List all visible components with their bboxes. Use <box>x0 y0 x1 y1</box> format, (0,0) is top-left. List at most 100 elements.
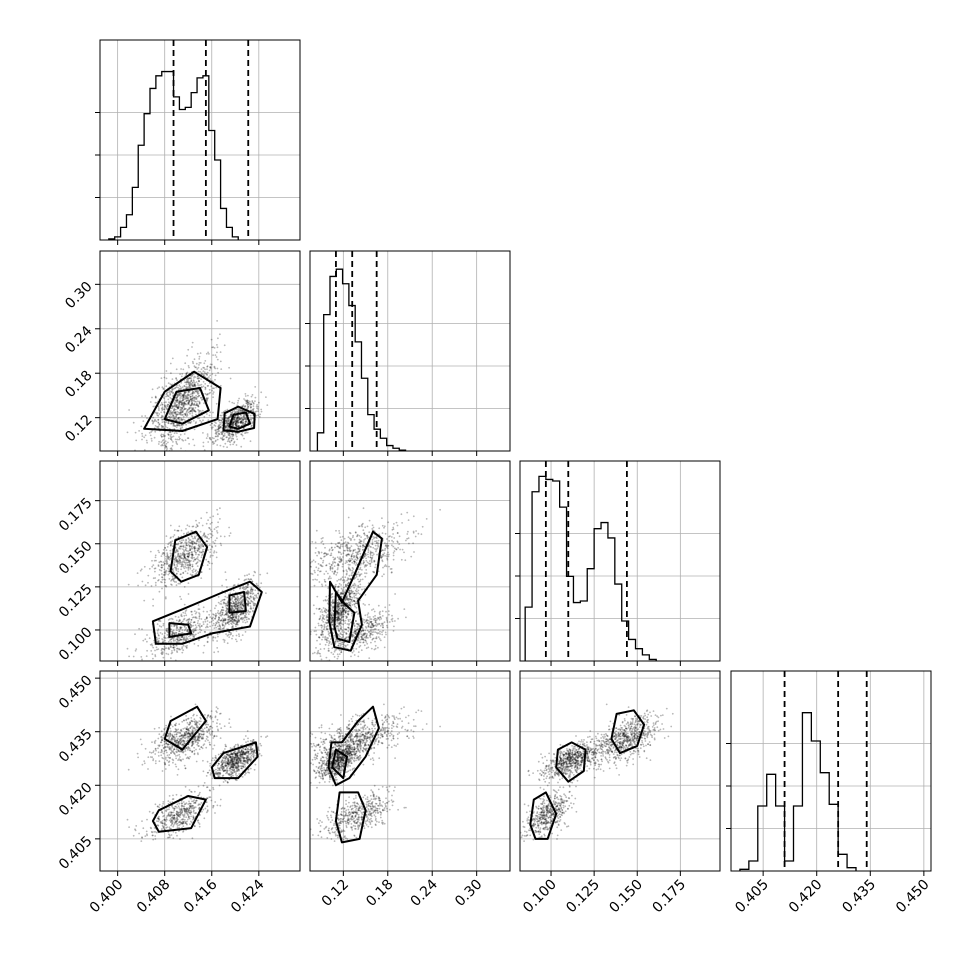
scatter-point <box>187 401 190 404</box>
scatter-point <box>196 524 199 527</box>
scatter-point <box>349 559 352 562</box>
scatter-point <box>190 618 193 621</box>
scatter-point <box>349 601 352 603</box>
scatter-point <box>193 629 195 632</box>
scatter-point <box>195 362 198 365</box>
scatter-point <box>216 431 219 433</box>
scatter-point <box>221 627 224 630</box>
scatter-point <box>169 646 172 648</box>
scatter-point <box>154 584 157 587</box>
scatter-point <box>161 651 163 653</box>
scatter-point <box>220 610 222 613</box>
scatter-point <box>189 560 191 563</box>
scatter-point <box>216 346 219 349</box>
scatter-point <box>193 403 196 406</box>
scatter-point <box>246 586 249 588</box>
scatter-point <box>185 399 188 402</box>
scatter-point <box>232 421 235 424</box>
scatter-point <box>195 398 197 401</box>
scatter-point <box>238 633 240 636</box>
scatter-point <box>295 583 297 585</box>
scatter-point <box>160 444 163 447</box>
scatter-point <box>179 408 182 411</box>
scatter-point <box>176 550 179 553</box>
scatter-point <box>347 597 350 600</box>
scatter-point <box>187 556 190 559</box>
scatter-point <box>334 561 337 564</box>
scatter-point <box>338 617 340 619</box>
scatter-point <box>235 603 237 606</box>
scatter-point <box>243 579 246 582</box>
scatter-point <box>425 518 428 520</box>
scatter-point <box>197 632 200 634</box>
scatter-point <box>162 648 165 651</box>
scatter-point <box>247 405 250 408</box>
scatter-point <box>224 618 227 621</box>
scatter-point <box>178 648 181 651</box>
scatter-point <box>250 403 253 406</box>
scatter-point <box>349 602 352 605</box>
scatter-point <box>358 538 361 541</box>
scatter-point <box>212 515 215 518</box>
scatter-point <box>389 568 392 570</box>
scatter-point <box>233 618 236 621</box>
scatter-point <box>190 402 193 405</box>
scatter-point <box>201 409 204 412</box>
scatter-point <box>392 552 395 554</box>
scatter-point <box>169 415 171 418</box>
scatter-point <box>166 391 169 393</box>
scatter-point <box>344 583 347 586</box>
scatter-point <box>210 426 213 429</box>
scatter-point <box>195 569 197 572</box>
scatter-point <box>152 577 155 580</box>
scatter-point <box>170 412 172 415</box>
scatter-point <box>194 558 197 561</box>
scatter-point <box>232 434 235 437</box>
scatter-point <box>346 553 348 556</box>
scatter-point <box>177 413 179 415</box>
scatter-point <box>193 629 196 632</box>
scatter-point <box>168 453 170 455</box>
scatter-point <box>226 604 229 607</box>
scatter-point <box>174 557 177 559</box>
scatter-point <box>171 633 174 636</box>
scatter-point <box>165 377 168 380</box>
scatter-point <box>234 424 237 426</box>
scatter-point <box>366 534 368 537</box>
scatter-point <box>359 583 362 586</box>
scatter-point <box>169 618 171 620</box>
scatter-point <box>192 546 195 549</box>
scatter-point <box>184 554 186 556</box>
scatter-point <box>343 613 345 616</box>
scatter-point <box>161 425 164 428</box>
scatter-point <box>239 614 242 616</box>
scatter-point <box>174 408 177 411</box>
scatter-point <box>217 427 220 430</box>
scatter-point <box>166 634 169 636</box>
scatter-point <box>191 569 194 572</box>
scatter-point <box>350 545 353 547</box>
scatter-point <box>189 573 192 576</box>
scatter-point <box>152 405 155 408</box>
scatter-point <box>236 623 239 626</box>
scatter-point <box>231 625 234 628</box>
scatter-point <box>265 396 267 398</box>
scatter-point <box>339 622 341 625</box>
scatter-point <box>180 564 183 566</box>
scatter-point <box>341 589 344 591</box>
scatter-point <box>179 559 182 562</box>
scatter-point <box>236 608 239 611</box>
scatter-point <box>331 619 334 622</box>
scatter-point <box>209 556 212 558</box>
scatter-point <box>241 618 244 621</box>
scatter-point <box>186 354 189 357</box>
scatter-point <box>231 626 233 628</box>
tick-label-y-1-1: 0.18 <box>62 368 95 401</box>
scatter-point <box>329 618 332 621</box>
scatter-point <box>350 574 353 576</box>
scatter-point <box>182 611 185 614</box>
scatter-point <box>170 544 172 547</box>
scatter-point <box>364 534 366 536</box>
scatter-point <box>159 453 161 455</box>
scatter-point <box>183 385 186 387</box>
